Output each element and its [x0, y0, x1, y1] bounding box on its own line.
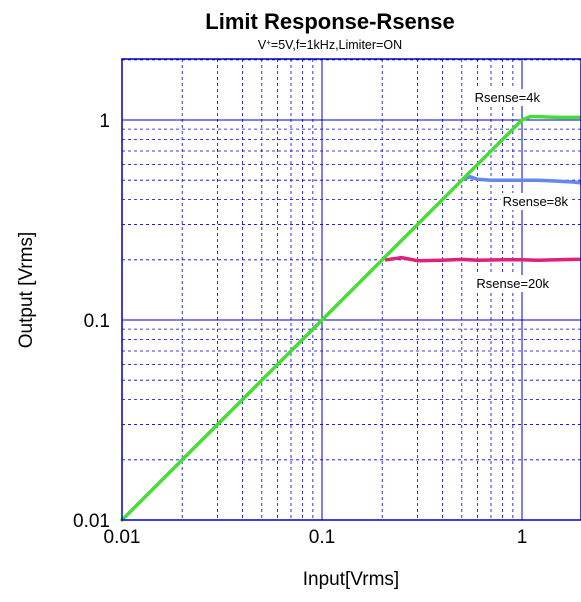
chart-title: Limit Response-Rsense	[205, 9, 454, 34]
series-line	[386, 258, 581, 261]
y-tick-label: 0.1	[84, 311, 110, 332]
y-axis-label: Output [Vrms]	[16, 232, 37, 349]
series-label: Rsense=20k	[476, 276, 549, 291]
series-line	[465, 177, 581, 184]
x-tick-label: 0.1	[309, 527, 335, 548]
y-tick-label: 0.01	[73, 511, 110, 532]
series-label: Rsense=4k	[475, 90, 541, 105]
y-tick-label: 1	[99, 111, 110, 132]
x-axis-label: Input[Vrms]	[303, 569, 399, 590]
chart-subtitle: V+=5V,f=1kHz,Limiter=ON	[258, 38, 402, 53]
subtitle-rest: =5V,f=1kHz,Limiter=ON	[271, 38, 402, 52]
x-tick-label: 1	[517, 527, 528, 548]
series-label: Rsense=8k	[503, 194, 569, 209]
